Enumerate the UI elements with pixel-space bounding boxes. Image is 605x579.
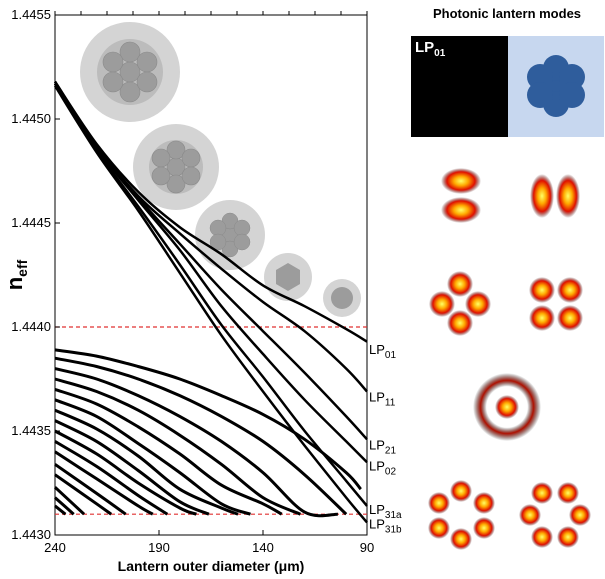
y-axis-label-subscript: eff — [14, 259, 30, 276]
cladding-mode-curve-5 — [54, 398, 252, 516]
cladding-mode-curve-0 — [54, 348, 362, 491]
cladding-mode-curve-9 — [54, 440, 169, 516]
mode-label-lp21: LP21 — [415, 255, 446, 275]
cladding-mode-curve-4 — [54, 387, 283, 516]
guided-mode-curve-lp31a — [53, 82, 368, 507]
cladding-mode-curve-15 — [54, 504, 67, 516]
mode-panel-lp31: LP31 a b — [411, 468, 604, 573]
caption-a: a — [491, 552, 500, 569]
mode-label-subscript: 31b — [385, 525, 402, 536]
cladding-mode-curve-2 — [54, 367, 338, 518]
guided-mode-curve-lp02 — [53, 82, 368, 464]
mode-label-text: LP — [369, 458, 385, 473]
y-tick-label-4: 1.4450 — [11, 111, 51, 126]
mode-panel-lp01: LP01 — [411, 36, 604, 137]
guided-mode-curves — [53, 80, 368, 524]
cladding-mode-curves — [53, 348, 362, 518]
guided-mode-curve-lp31b — [53, 85, 368, 524]
mode-label-31b: LP31b — [369, 517, 402, 536]
mode-label-11: LP11 — [369, 390, 396, 409]
cladding-mode-curve-14 — [54, 496, 75, 516]
y-tick-label-0: 1.4430 — [11, 527, 51, 542]
mode-label-text: LP — [369, 342, 385, 357]
mode-label-text: LP — [369, 390, 385, 405]
mode-label-01: LP01 — [369, 342, 396, 361]
y-tick-label-2: 1.4440 — [11, 319, 51, 334]
y-axis-ticks: 1.4430 1.4435 1.4440 1.4445 1.4450 1.4455 — [11, 7, 60, 542]
mode-panel-lp11: LP11 — [411, 144, 604, 247]
mode-label-lp01: LP01 — [415, 39, 446, 59]
guided-mode-curve-lp01 — [53, 80, 368, 343]
mode-label-text: LP — [369, 502, 385, 517]
x-tick-label-1: 190 — [148, 540, 170, 555]
mode-label-text: LP — [369, 437, 385, 452]
mode-panel-lp02: LP02 — [411, 360, 604, 463]
y-axis-label: neff — [2, 259, 30, 290]
x-tick-label-2: 140 — [252, 540, 274, 555]
mode-label-subscript: 21 — [385, 445, 397, 456]
mode-label-02: LP02 — [369, 458, 396, 477]
cladding-mode-curve-6 — [54, 408, 239, 516]
cladding-mode-curve-1 — [54, 356, 348, 516]
y-tick-label-1: 1.4435 — [11, 423, 51, 438]
mode-label-lp11: LP11 — [415, 147, 445, 167]
x-axis-label: Lantern outer diameter (μm) — [118, 558, 305, 574]
mode-panel-lp21: LP21 — [411, 252, 604, 355]
y-tick-label-3: 1.4445 — [11, 215, 51, 230]
panel-title: Photonic lantern modes — [432, 6, 582, 21]
cladding-mode-curve-13 — [53, 486, 86, 516]
mode-label-subscript: 02 — [385, 466, 397, 477]
mode-label-21: LP21 — [369, 437, 396, 456]
mode-label-lp31: LP31 — [415, 471, 446, 491]
mode-label-lp02: LP02 — [415, 363, 446, 383]
x-tick-label-3: 90 — [360, 540, 374, 555]
y-tick-label-5: 1.4455 — [11, 7, 51, 22]
cladding-mode-curve-11 — [54, 463, 127, 516]
cladding-mode-curve-8 — [54, 429, 197, 516]
mode-label-subscript: 11 — [385, 398, 396, 409]
cladding-mode-curve-7 — [54, 419, 210, 516]
cladding-mode-curve-10 — [54, 450, 154, 516]
mode-label-31a: LP31a — [369, 502, 402, 521]
cladding-mode-curve-3 — [54, 377, 302, 516]
mode-label-text: LP — [369, 517, 385, 532]
x-axis-ticks: 240 190 140 90 — [44, 11, 374, 555]
cladding-mode-curve-12 — [54, 473, 113, 516]
lantern-cross-section-illustrations — [80, 22, 361, 317]
mode-label-subscript: 01 — [385, 350, 397, 361]
fiber-end-face-image — [508, 36, 604, 137]
caption-b: b — [589, 552, 599, 569]
x-tick-label-0: 240 — [44, 540, 66, 555]
mode-label-subscript: 31a — [385, 510, 402, 521]
